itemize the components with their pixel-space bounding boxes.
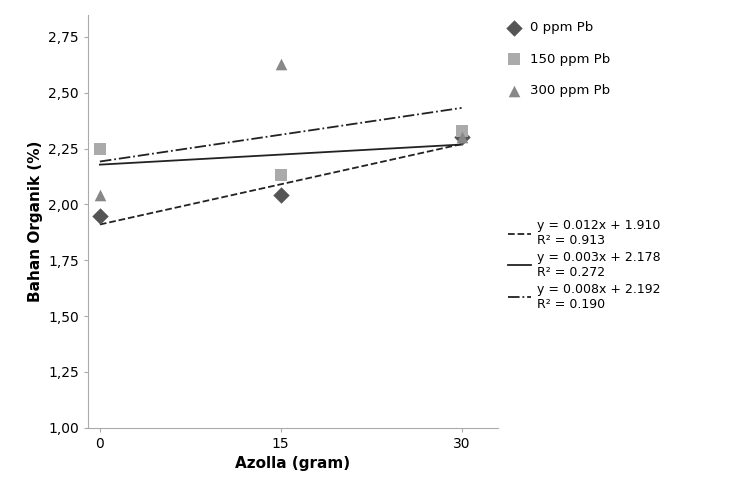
X-axis label: Azolla (gram): Azolla (gram)	[235, 456, 351, 471]
Point	[275, 172, 287, 179]
Point	[94, 212, 105, 220]
Point	[275, 60, 287, 68]
Y-axis label: Bahan Organik (%): Bahan Organik (%)	[28, 140, 42, 302]
Legend: y = 0.012x + 1.910
R² = 0.913, y = 0.003x + 2.178
R² = 0.272, y = 0.008x + 2.192: y = 0.012x + 1.910 R² = 0.913, y = 0.003…	[508, 219, 660, 311]
Point	[456, 127, 468, 135]
Point	[275, 191, 287, 199]
Point	[456, 134, 468, 141]
Point	[456, 134, 468, 141]
Point	[94, 191, 105, 199]
Point	[94, 145, 105, 153]
